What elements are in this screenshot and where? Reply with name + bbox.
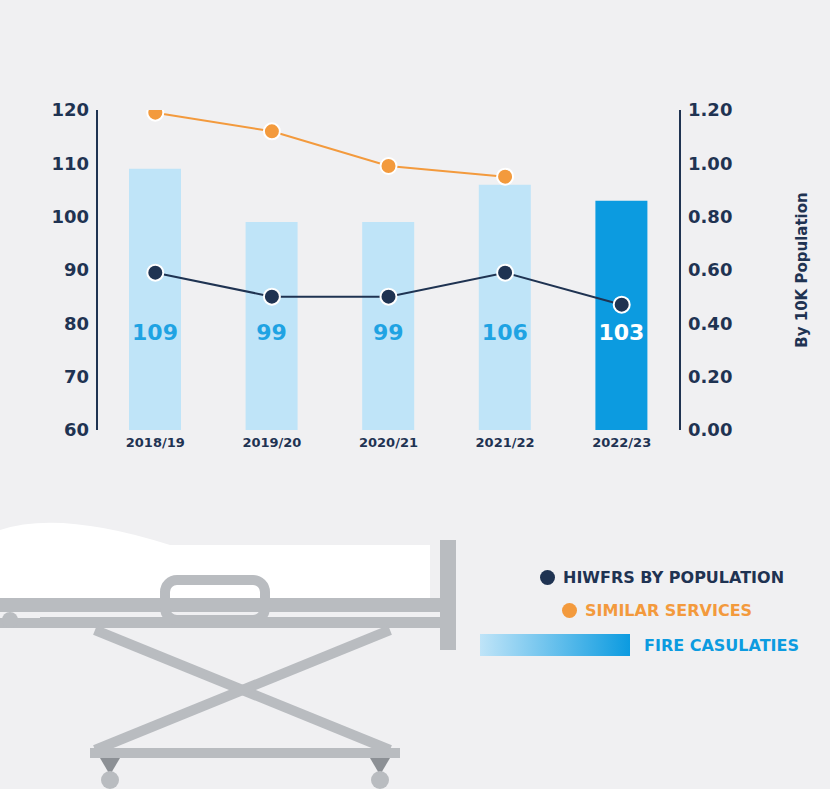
svg-text:99: 99 (256, 320, 287, 345)
svg-text:2021/22: 2021/22 (476, 435, 535, 450)
svg-text:2018/19: 2018/19 (126, 435, 185, 450)
html-text:SIMILAR SERVICES: SIMILAR SERVICES (585, 601, 753, 620)
svg-text:0.20: 0.20 (688, 366, 732, 387)
svg-text:2019/20: 2019/20 (242, 435, 301, 450)
svg-text:2022/23: 2022/23 (592, 435, 651, 450)
svg-text:120: 120 (51, 99, 89, 120)
svg-text:By 10K Population: By 10K Population (793, 192, 811, 347)
svg-text:1.20: 1.20 (688, 99, 732, 120)
svg-text:0.00: 0.00 (688, 419, 732, 440)
svg-text:80: 80 (64, 313, 89, 334)
svg-text:70: 70 (64, 366, 89, 387)
svg-text:0.80: 0.80 (688, 206, 732, 227)
svg-text:60: 60 (64, 419, 89, 440)
svg-text:90: 90 (64, 259, 89, 280)
html-text:HIWFRS BY POPULATION: HIWFRS BY POPULATION (563, 568, 785, 587)
html-text:FIRE CASULATIES: FIRE CASULATIES (644, 635, 799, 655)
svg-text:110: 110 (51, 153, 89, 174)
svg-text:2020/21: 2020/21 (359, 435, 418, 450)
svg-text:103: 103 (598, 320, 644, 345)
svg-text:0.60: 0.60 (688, 259, 732, 280)
svg-text:99: 99 (373, 320, 404, 345)
svg-text:106: 106 (482, 320, 528, 345)
svg-text:100: 100 (51, 206, 89, 227)
svg-text:0.40: 0.40 (688, 313, 732, 334)
svg-text:109: 109 (132, 320, 178, 345)
svg-text:1.00: 1.00 (688, 153, 732, 174)
